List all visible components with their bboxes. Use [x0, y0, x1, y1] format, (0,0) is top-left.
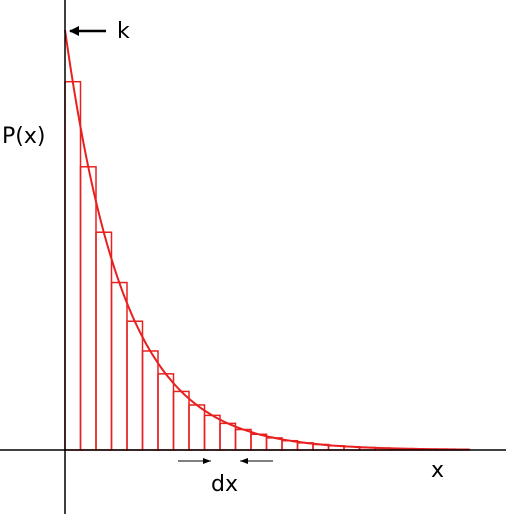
bin [203, 414, 221, 451]
bin [188, 404, 206, 451]
density-curve [64, 29, 471, 451]
bin [126, 320, 144, 451]
k-label: k [117, 19, 130, 44]
histogram-bars [64, 80, 469, 451]
x-axis-label: x [431, 458, 444, 483]
bin [157, 373, 175, 451]
bin [219, 422, 237, 451]
bin [79, 166, 97, 451]
bin [234, 428, 252, 451]
bin [64, 80, 82, 451]
bin [110, 281, 128, 451]
dx-label: dx [211, 472, 238, 497]
bin [141, 350, 159, 451]
bin [95, 231, 113, 451]
bin [172, 390, 190, 451]
y-axis-label: P(x) [2, 124, 45, 149]
